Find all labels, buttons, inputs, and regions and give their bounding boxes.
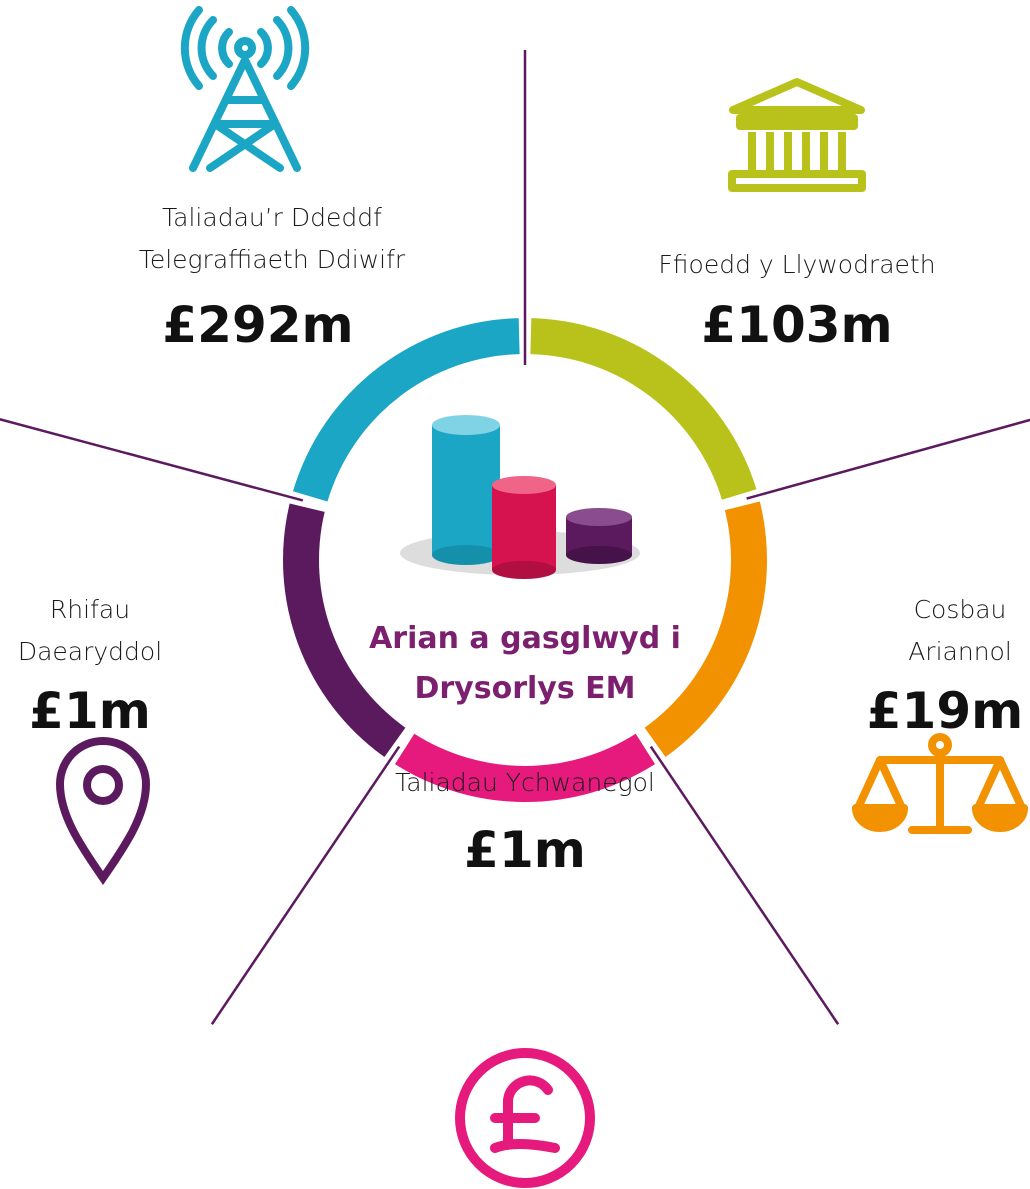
pin-icon <box>55 737 151 885</box>
segment-amount: £1m <box>464 821 586 879</box>
tower-icon <box>180 6 310 172</box>
divider-line <box>210 745 401 1025</box>
ring-segment <box>394 733 656 802</box>
pound-icon <box>455 1048 595 1188</box>
center-title: Drysorlys EM <box>414 671 635 706</box>
scales-icon <box>852 733 1028 834</box>
ring-segment <box>530 318 757 500</box>
dividers <box>0 50 1030 1025</box>
ring-segment <box>283 503 406 758</box>
divider-line <box>746 418 1030 500</box>
segment-label: Taliadau Ychwanegol <box>395 768 655 797</box>
segment-amount: £292m <box>162 296 353 354</box>
segment-amount: £103m <box>701 296 892 354</box>
ring <box>283 318 767 802</box>
segment-label: Ariannol <box>908 637 1012 666</box>
coins-icon <box>400 415 640 579</box>
segment-label: Telegraffiaeth Ddiwifr <box>139 245 406 274</box>
building-icon <box>728 78 866 192</box>
ring-segment <box>644 501 767 758</box>
segment-label: Cosbau <box>914 595 1007 624</box>
segment-label: Rhifau <box>50 595 130 624</box>
segment-label: Taliadau’r Ddeddf <box>162 203 382 232</box>
segment-label: Daearyddol <box>18 637 162 666</box>
segment-label: Ffioedd y Llywodraeth <box>658 250 935 279</box>
segment-amount: £1m <box>29 682 151 740</box>
divider-line <box>0 418 304 502</box>
divider-line <box>649 745 840 1025</box>
ring-segment <box>292 318 520 502</box>
center-title: Arian a gasglwyd i <box>369 621 681 656</box>
segment-amount: £19m <box>867 682 1023 740</box>
